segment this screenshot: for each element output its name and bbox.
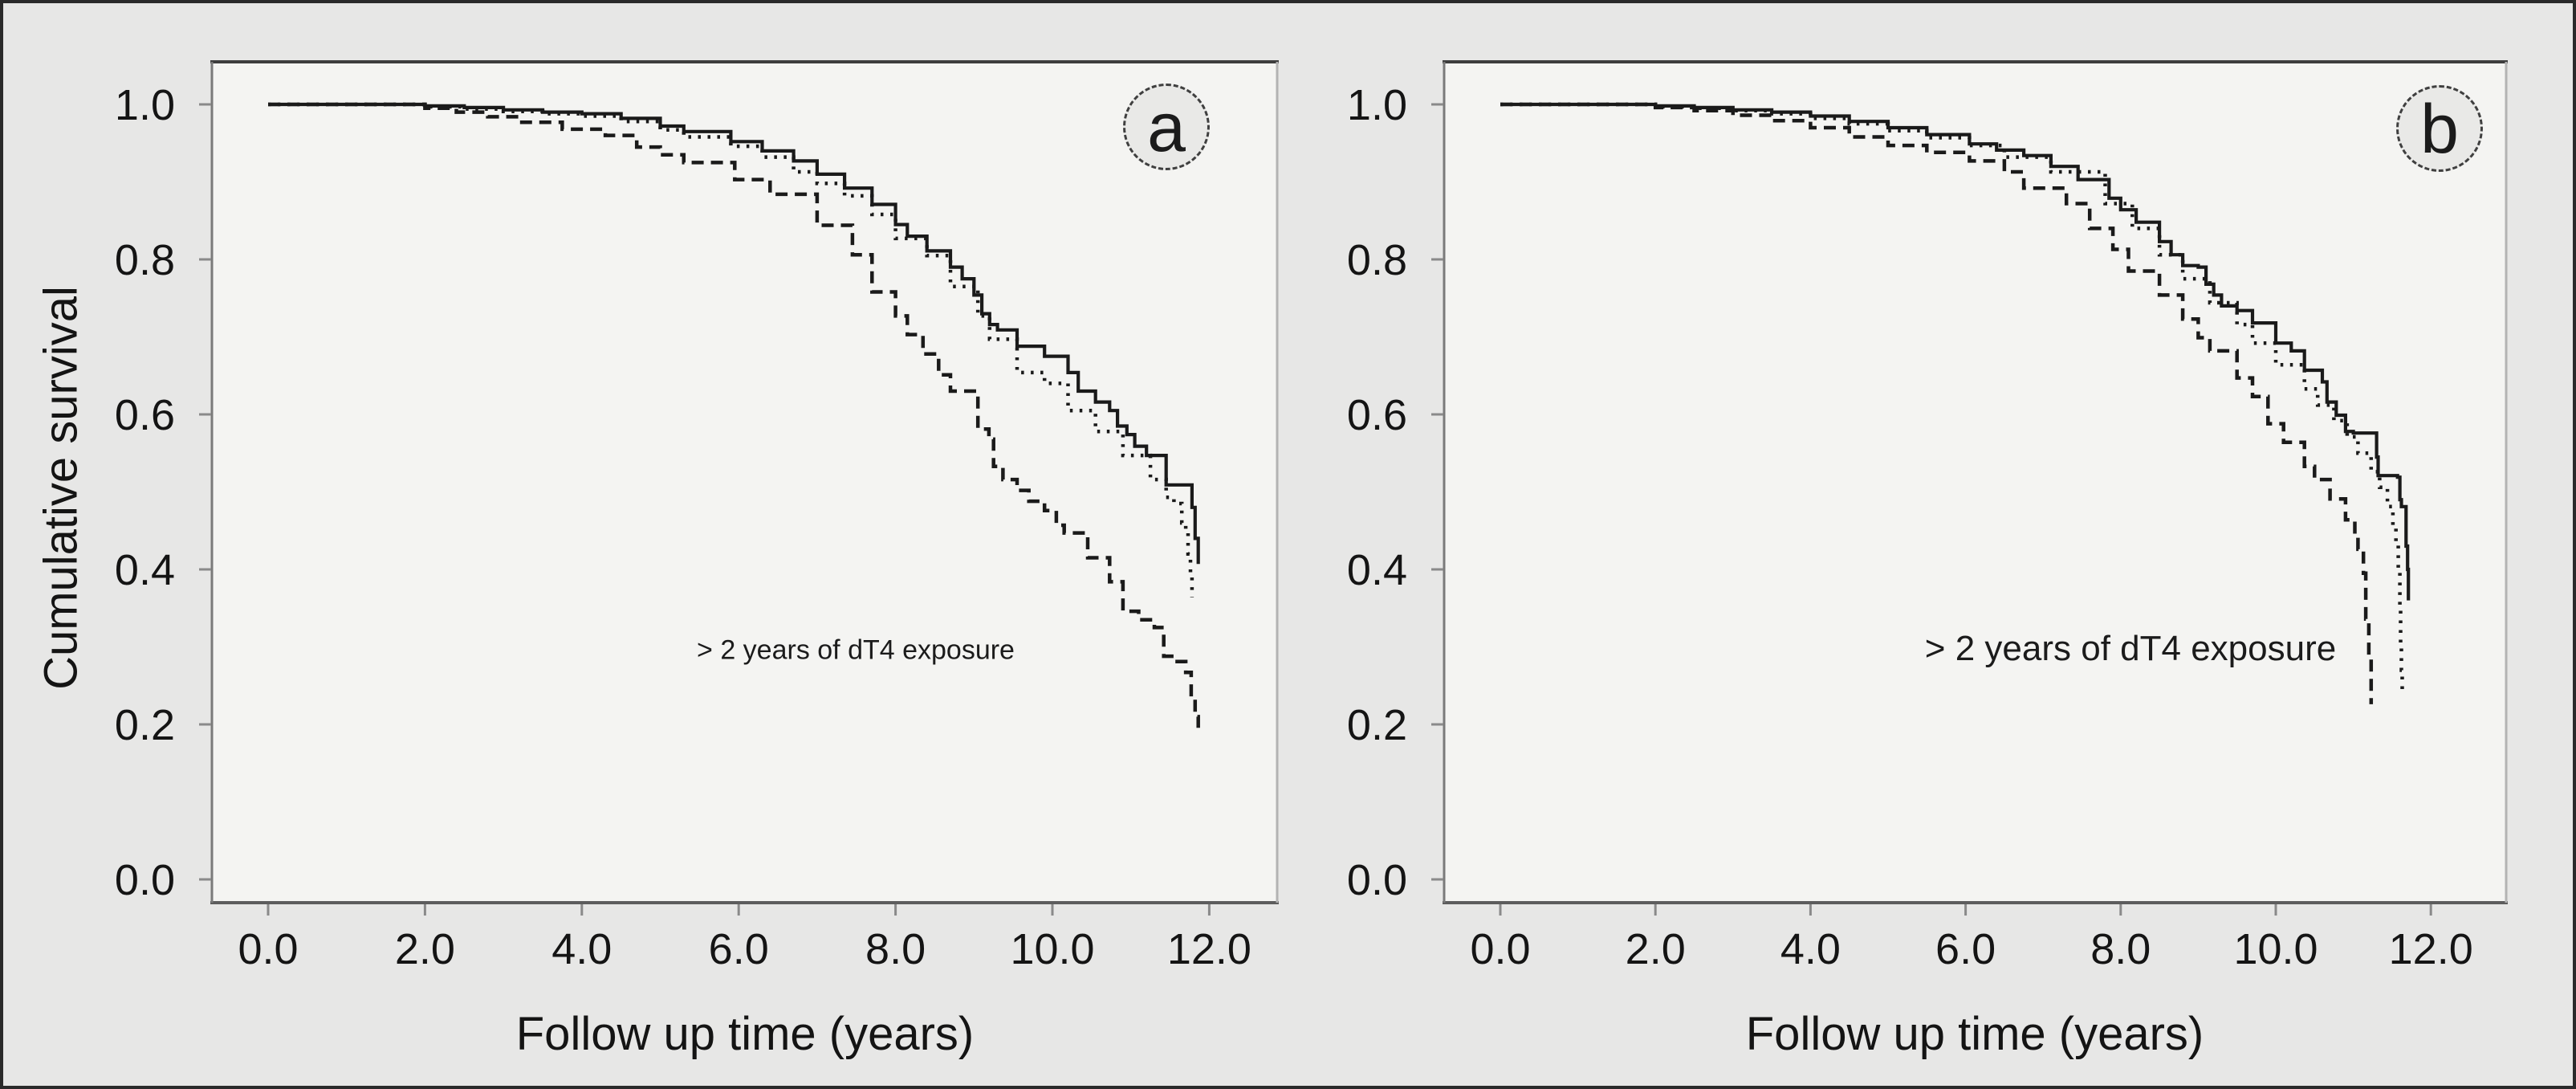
y-axis-title: Cumulative survival <box>35 286 87 690</box>
panel-a: 0.0 2.0 4.0 6.0 8.0 10.0 12.0 0.0 0.2 0.4 0.6 0.8 1.… <box>115 60 1279 973</box>
y-tick-label: 0.8 <box>115 236 175 284</box>
x-tick-label: 10.0 <box>1010 925 1094 973</box>
x-tick-label: 4.0 <box>1780 925 1841 973</box>
x-tick-label: 10.0 <box>2233 925 2318 973</box>
km-curve-solid-b <box>1500 102 2411 601</box>
plot-area <box>212 62 1277 903</box>
x-tick-label: 6.0 <box>1935 925 1996 973</box>
survival-charts-svg: 0.0 2.0 4.0 6.0 8.0 10.0 12.0 0.0 0.2 0.4 0.6 0.8 1.… <box>115 60 2508 973</box>
x-tick-label: 8.0 <box>865 925 926 973</box>
x-tick-label: 4.0 <box>551 925 612 973</box>
panel-label-badge-a: a <box>1123 84 1210 170</box>
x-tick-label: 2.0 <box>1626 925 1686 973</box>
annotation-panel-b: > 2 years of dT4 exposure <box>1924 629 2337 668</box>
y-tick-label: 0.0 <box>115 856 175 904</box>
x-axis-title-panel-a: Follow up time (years) <box>515 1008 975 1060</box>
y-tick-label: 1.0 <box>115 81 175 129</box>
km-curve-dotted-b <box>1500 102 2404 694</box>
y-tick-label: 0.4 <box>115 546 175 594</box>
x-tick-label: 8.0 <box>2090 925 2151 973</box>
x-axis-title-panel-b: Follow up time (years) <box>1745 1008 2204 1060</box>
y-tick-label: 0.6 <box>115 391 175 439</box>
plot-area <box>1444 62 2506 903</box>
x-tick-label: 6.0 <box>709 925 769 973</box>
x-tick-label: 2.0 <box>395 925 455 973</box>
y-tick-label: 0.2 <box>115 701 175 749</box>
y-tick-label: 0.8 <box>1347 236 1407 284</box>
y-tick-label: 0.4 <box>1347 546 1407 594</box>
x-tick-label: 12.0 <box>1167 925 1251 973</box>
y-tick-label: 0.6 <box>1347 391 1407 439</box>
y-tick-label: 0.0 <box>1347 856 1407 904</box>
panel-label-badge-b: b <box>2396 85 2483 172</box>
km-curve-dotted-a <box>268 102 1194 598</box>
panel-b: 0.0 2.0 4.0 6.0 8.0 10.0 12.0 0.0 0.2 0.4 0.6 0.8 1.… <box>1347 60 2508 973</box>
x-tick-label: 0.0 <box>238 925 298 973</box>
y-tick-label: 0.2 <box>1347 701 1407 749</box>
y-tick-label: 1.0 <box>1347 81 1407 129</box>
annotation-panel-a: > 2 years of dT4 exposure <box>697 634 1015 666</box>
x-tick-label: 0.0 <box>1470 925 1530 973</box>
km-curve-dashed-a <box>268 102 1200 732</box>
x-tick-label: 12.0 <box>2389 925 2473 973</box>
